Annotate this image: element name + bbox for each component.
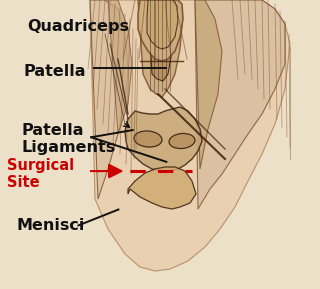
Polygon shape (195, 0, 285, 209)
Polygon shape (138, 0, 182, 97)
Text: Patella: Patella (23, 64, 85, 79)
Polygon shape (125, 107, 202, 171)
Polygon shape (195, 0, 222, 169)
Text: Quadriceps: Quadriceps (27, 19, 129, 34)
Ellipse shape (169, 134, 195, 149)
Polygon shape (90, 0, 290, 271)
Polygon shape (138, 0, 183, 61)
Polygon shape (90, 0, 128, 199)
Text: Patella
Ligaments: Patella Ligaments (22, 123, 116, 155)
Ellipse shape (134, 131, 162, 147)
Polygon shape (108, 0, 132, 134)
Text: Surgical
Site: Surgical Site (7, 158, 74, 190)
Polygon shape (128, 167, 196, 209)
Text: Menisci: Menisci (17, 218, 85, 233)
Polygon shape (147, 0, 178, 49)
Polygon shape (148, 0, 174, 81)
